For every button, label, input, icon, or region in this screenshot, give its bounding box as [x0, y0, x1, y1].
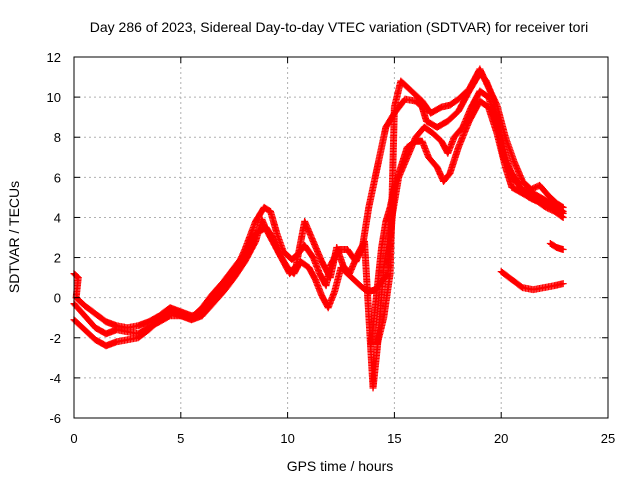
y-tick-label: -2 [49, 331, 61, 346]
chart-title: Day 286 of 2023, Sidereal Day-to-day VTE… [90, 19, 589, 35]
series-track-4 [373, 65, 567, 348]
ticks: -6 -4 -2 0 2 4 6 8 10 12 0 5 10 15 20 25 [47, 50, 616, 446]
y-tick-label: 10 [47, 90, 61, 105]
x-tick-label: 20 [494, 431, 508, 446]
y-tick-label: -6 [49, 411, 61, 426]
y-axis-label: SDTVAR / TECUs [6, 181, 22, 293]
series-track-6 [497, 268, 567, 294]
series-track-5 [367, 183, 398, 348]
series-markers [546, 240, 567, 254]
y-tick-label: 0 [54, 291, 61, 306]
x-tick-label: 10 [280, 431, 294, 446]
y-tick-label: 12 [47, 50, 61, 65]
series-markers [373, 65, 567, 348]
series-track-7 [546, 240, 567, 254]
x-tick-label: 5 [177, 431, 184, 446]
x-axis-label: GPS time / hours [287, 458, 394, 474]
series-markers [497, 268, 567, 294]
plot-frame [73, 56, 609, 419]
y-tick-label: -4 [49, 371, 61, 386]
x-tick-label: 15 [387, 431, 401, 446]
y-tick-label: 4 [54, 210, 61, 225]
x-tick-label: 0 [70, 431, 77, 446]
y-tick-label: 8 [54, 130, 61, 145]
y-tick-label: 6 [54, 170, 61, 185]
series-markers [367, 183, 398, 348]
x-tick-label: 25 [601, 431, 615, 446]
y-tick-label: 2 [54, 251, 61, 266]
